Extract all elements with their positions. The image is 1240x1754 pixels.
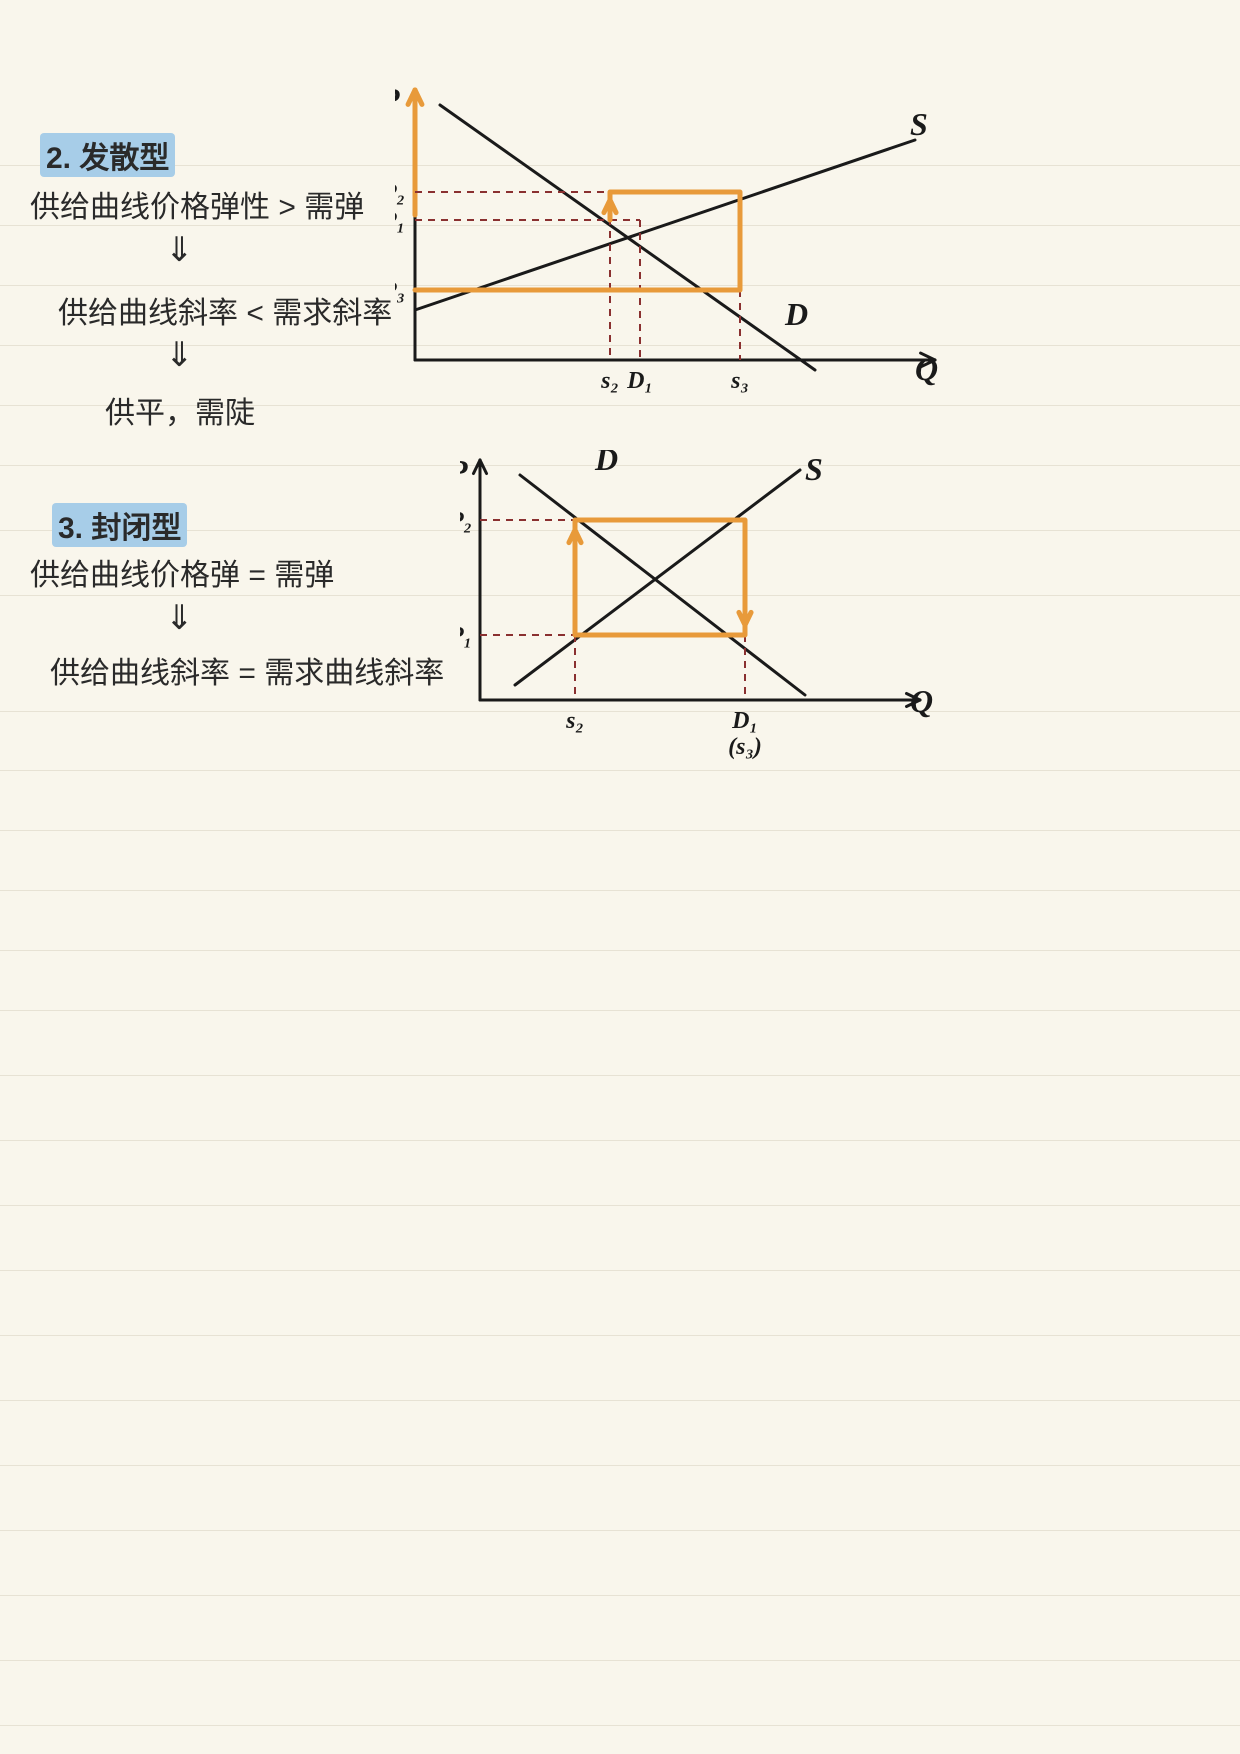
section3-line2: 供给曲线斜率 = 需求曲线斜率 bbox=[50, 648, 444, 692]
rule-line bbox=[0, 1335, 1240, 1336]
svg-text:D₁: D₁ bbox=[731, 708, 758, 734]
svg-text:P₂: P₂ bbox=[395, 180, 405, 206]
section2-arrow1-icon: ⇓ bbox=[165, 230, 194, 270]
rule-line bbox=[0, 890, 1240, 891]
svg-text:s₂: s₂ bbox=[600, 368, 619, 394]
section3-arrow1-icon: ⇓ bbox=[165, 598, 194, 638]
rule-line bbox=[0, 1465, 1240, 1466]
rule-line bbox=[0, 1075, 1240, 1076]
closed-cobweb-graph: P Q S D P₂ (P₃) P₁ s₂ D₁(s₃) bbox=[460, 450, 1000, 770]
rule-line bbox=[0, 1140, 1240, 1141]
svg-text:P₂: P₂ bbox=[460, 508, 472, 534]
svg-text:S: S bbox=[805, 451, 823, 487]
section2-line3: 供平，需陡 bbox=[105, 388, 255, 432]
svg-text:Q: Q bbox=[910, 683, 933, 719]
svg-text:P₁: P₁ bbox=[395, 208, 405, 234]
svg-text:P: P bbox=[395, 81, 400, 117]
svg-text:D₁: D₁ bbox=[626, 368, 653, 394]
rule-line bbox=[0, 1010, 1240, 1011]
rule-line bbox=[0, 1660, 1240, 1661]
notebook-page: 2. 发散型 供给曲线价格弹性 > 需弹 ⇓ 供给曲线斜率 < 需求斜率 ⇓ 供… bbox=[0, 0, 1240, 1754]
svg-text:P: P bbox=[460, 453, 468, 489]
rule-line bbox=[0, 770, 1240, 771]
section2-line2: 供给曲线斜率 < 需求斜率 bbox=[58, 288, 392, 332]
svg-text:(P₃) P₁: (P₃) P₁ bbox=[460, 623, 472, 649]
rule-line bbox=[0, 1400, 1240, 1401]
svg-text:s₃: s₃ bbox=[730, 368, 749, 394]
rule-line bbox=[0, 950, 1240, 951]
svg-text:Q: Q bbox=[915, 351, 938, 387]
rule-line bbox=[0, 1530, 1240, 1531]
section3-line1: 供给曲线价格弹 = 需弹 bbox=[30, 550, 334, 594]
rule-line bbox=[0, 1205, 1240, 1206]
section2-heading: 2. 发散型 bbox=[40, 133, 175, 177]
section3-heading: 3. 封闭型 bbox=[52, 503, 187, 547]
section2-arrow2-icon: ⇓ bbox=[165, 335, 194, 375]
svg-text:P₃: P₃ bbox=[395, 278, 405, 304]
section2-line1: 供给曲线价格弹性 > 需弹 bbox=[30, 182, 364, 226]
svg-text:D: D bbox=[784, 296, 808, 332]
rule-line bbox=[0, 830, 1240, 831]
svg-text:s₂: s₂ bbox=[565, 708, 584, 734]
svg-text:D: D bbox=[594, 450, 618, 477]
rule-line bbox=[0, 1595, 1240, 1596]
rule-line bbox=[0, 1725, 1240, 1726]
svg-text:S: S bbox=[910, 106, 928, 142]
rule-line bbox=[0, 1270, 1240, 1271]
divergent-cobweb-graph: P Q S D P₂P₁ P₃ s₂ D₁ s₃ bbox=[395, 80, 965, 420]
svg-text:(s₃): (s₃) bbox=[728, 734, 762, 760]
